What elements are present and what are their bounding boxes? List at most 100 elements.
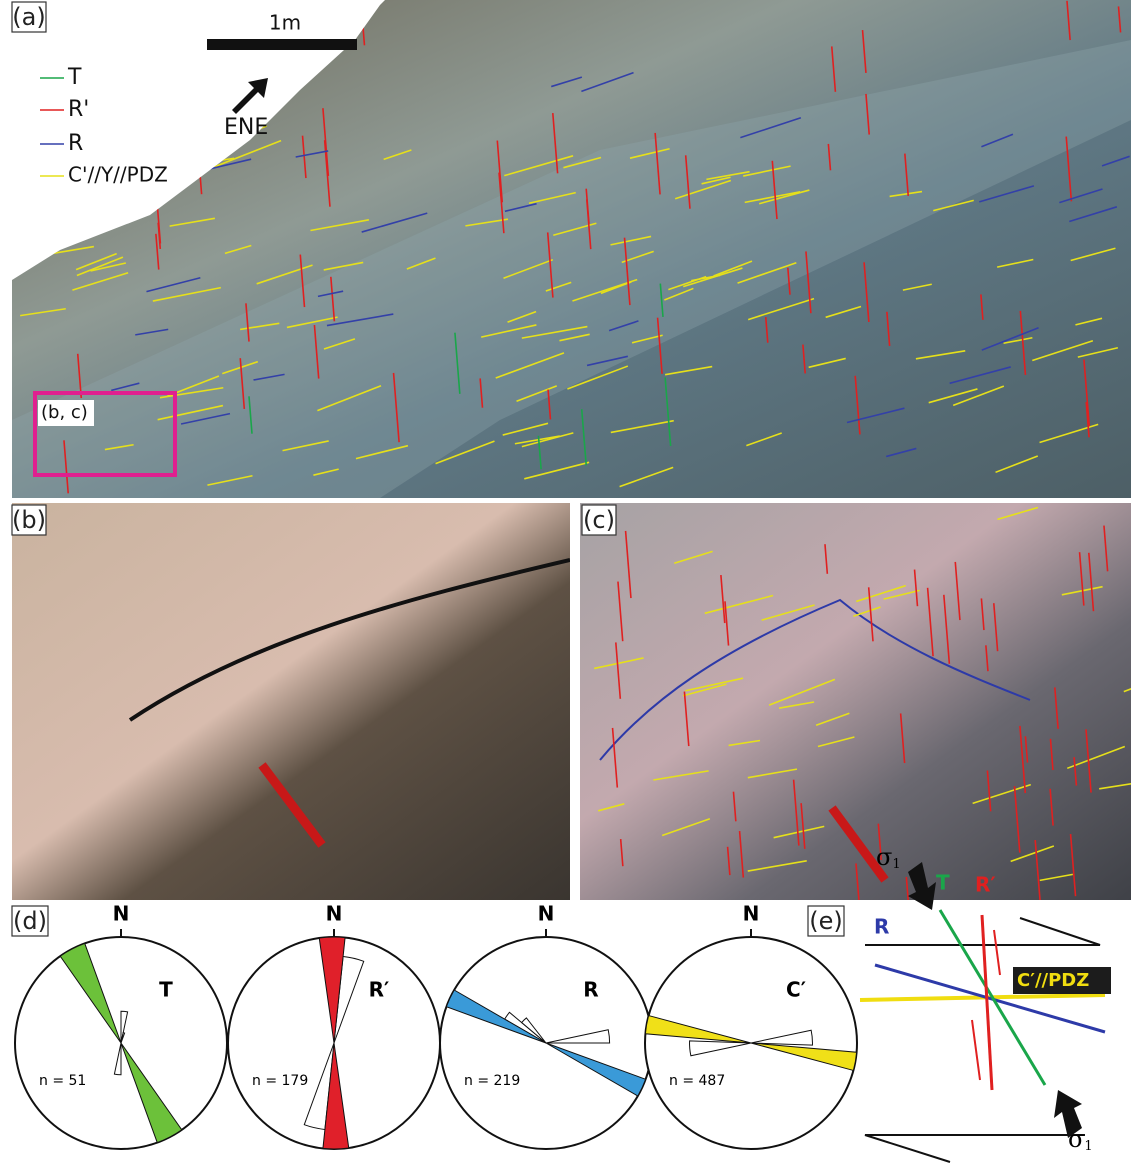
label-box [11, 905, 49, 937]
fracture-trace [619, 466, 674, 488]
fracture-trace [313, 325, 320, 379]
fracture-trace [992, 603, 999, 652]
shear-arrow [865, 917, 1101, 946]
fracture-trace [479, 378, 484, 408]
fracture-trace [504, 155, 574, 177]
fracture-trace [738, 830, 745, 878]
fracture-trace [674, 550, 713, 565]
panel-label: (d) [13, 907, 47, 935]
rose-name: R [583, 978, 598, 1002]
fracture-trace [207, 474, 253, 486]
fracture-trace [586, 355, 629, 367]
r-line [874, 963, 1106, 1034]
fracture-trace [282, 440, 329, 452]
r-prime-label: R′ [975, 873, 996, 897]
north-label: N [113, 902, 130, 926]
fracture-trace [301, 135, 307, 179]
north-label: N [538, 902, 555, 926]
fracture-trace [256, 264, 313, 285]
fracture-trace [664, 377, 672, 447]
fracture-trace [802, 344, 806, 374]
panel-label: (b) [12, 506, 46, 534]
fracture-trace [1077, 346, 1119, 358]
fracture-trace [75, 252, 117, 271]
fracture-trace [855, 863, 860, 900]
fracture-trace [1065, 136, 1073, 202]
fracture-trace [545, 281, 572, 292]
fracture-trace [808, 357, 846, 369]
fracture-trace [926, 587, 934, 657]
fracture-trace [299, 254, 306, 308]
fracture-trace [1049, 788, 1054, 826]
fracture-trace [521, 325, 588, 339]
fracture-trace [610, 235, 652, 246]
fracture-trace [629, 147, 670, 159]
fracture-trace [867, 587, 874, 642]
fracture-trace [1117, 6, 1122, 33]
fracture-trace [1078, 552, 1085, 606]
fracture-trace [157, 222, 162, 250]
fracture-trace [1003, 336, 1033, 345]
fracture-trace [728, 739, 761, 747]
fracture-trace [817, 736, 855, 748]
fracture-trace [310, 218, 370, 232]
fracture-trace [169, 217, 216, 227]
fracture-trace [521, 432, 574, 448]
fracture-trace [248, 396, 253, 434]
rose-count: n = 487 [669, 1073, 725, 1089]
crack [128, 558, 570, 722]
fracture-trace [933, 199, 974, 212]
fracture-trace [664, 365, 713, 376]
fracture-trace [615, 642, 622, 699]
fracture-trace [1085, 401, 1090, 438]
fracture-trace [524, 461, 590, 480]
r-label: R [874, 915, 889, 939]
rose-petal [322, 1042, 350, 1150]
fracture-trace [824, 544, 829, 574]
label-box [11, 1, 47, 33]
r-prime-line [971, 1019, 981, 1081]
fracture-trace [623, 237, 631, 306]
fracture-trace [1039, 873, 1073, 882]
fracture-trace [904, 153, 910, 197]
fracture-trace [76, 256, 124, 277]
fracture-trace [559, 333, 590, 342]
fracture-trace [72, 272, 129, 291]
r-prime-line [993, 929, 1001, 976]
fracture-trace [865, 93, 871, 135]
rose-name: T [159, 978, 173, 1002]
fracture-trace [995, 455, 1039, 474]
shear-sketch: σ1 σ1 T R′ R C′//PDZ [859, 843, 1111, 1163]
fracture-trace [317, 290, 344, 298]
fracture-trace [178, 147, 183, 178]
fracture-trace [90, 262, 127, 272]
fracture-trace [155, 98, 190, 108]
legend-label: R [68, 131, 83, 156]
fracture-trace [656, 317, 663, 374]
fracture-trace [111, 382, 140, 392]
fracture-trace [185, 114, 191, 161]
fracture-trace [435, 440, 495, 465]
rose-petal [644, 1014, 752, 1044]
fracture-trace [771, 160, 778, 220]
fracture-trace [323, 261, 364, 271]
fracture-trace [551, 113, 559, 174]
stress-arrow [908, 862, 936, 910]
fracture-trace [546, 232, 554, 298]
fracture-trace [704, 594, 774, 615]
label-box [11, 504, 47, 536]
fracture-trace [135, 328, 169, 336]
fracture-trace [253, 373, 285, 381]
fracture-trace [792, 779, 800, 846]
fracture-trace [454, 332, 461, 394]
fracture-trace [608, 320, 639, 332]
fracture-trace [496, 140, 504, 203]
rose-name: C′ [786, 978, 806, 1002]
fracture-trace [701, 176, 731, 185]
fracture-trace [528, 191, 576, 205]
rose-petal [689, 1040, 752, 1057]
sigma-label: σ1 [876, 843, 901, 872]
rose-petal [520, 1017, 547, 1044]
fracture-trace [905, 876, 910, 900]
scale-bar [207, 39, 357, 50]
